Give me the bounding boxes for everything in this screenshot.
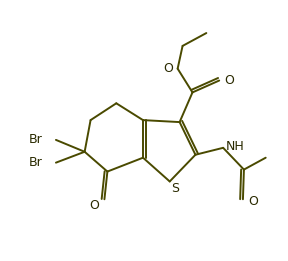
- Text: S: S: [171, 182, 179, 195]
- Text: O: O: [163, 62, 173, 75]
- Text: O: O: [90, 199, 99, 212]
- Text: Br: Br: [28, 133, 42, 146]
- Text: NH: NH: [226, 140, 245, 153]
- Text: O: O: [224, 74, 234, 87]
- Text: O: O: [248, 195, 258, 208]
- Text: Br: Br: [28, 156, 42, 169]
